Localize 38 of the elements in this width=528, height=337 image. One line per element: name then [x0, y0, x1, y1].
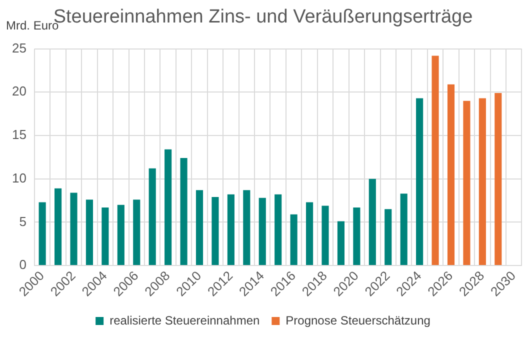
bar	[227, 194, 234, 266]
bar	[432, 56, 439, 266]
bar	[38, 202, 46, 266]
y-tick-label: 25	[12, 40, 26, 56]
y-tick-label: 10	[12, 170, 26, 186]
bar	[70, 192, 78, 266]
bar	[243, 190, 250, 266]
bar	[322, 206, 329, 266]
bar	[212, 197, 219, 266]
bar	[384, 209, 392, 266]
bar	[196, 190, 204, 266]
bar	[368, 178, 376, 266]
y-tick-label: 0	[19, 257, 26, 272]
bar	[290, 214, 298, 266]
bar	[400, 194, 408, 266]
legend-label: Prognose Steuerschätzung	[286, 313, 430, 328]
bar	[164, 149, 172, 266]
bar	[337, 221, 345, 266]
y-tick-label: 5	[19, 214, 26, 229]
bar	[86, 200, 94, 266]
legend-label: realisierte Steuereinnahmen	[110, 313, 260, 328]
bar	[478, 98, 486, 266]
y-tick-label: 20	[12, 84, 26, 99]
bar	[180, 158, 188, 266]
bar	[306, 202, 314, 266]
bar	[258, 198, 266, 266]
bar	[133, 200, 140, 266]
bar	[463, 100, 470, 266]
bar	[447, 84, 455, 266]
bar	[148, 168, 156, 266]
y-tick-label: 15	[12, 127, 26, 142]
bar	[353, 207, 360, 266]
bar	[494, 93, 502, 266]
bar	[117, 204, 124, 266]
bar	[274, 194, 282, 266]
bar	[54, 188, 62, 266]
bar	[416, 98, 424, 266]
bar	[102, 207, 109, 266]
